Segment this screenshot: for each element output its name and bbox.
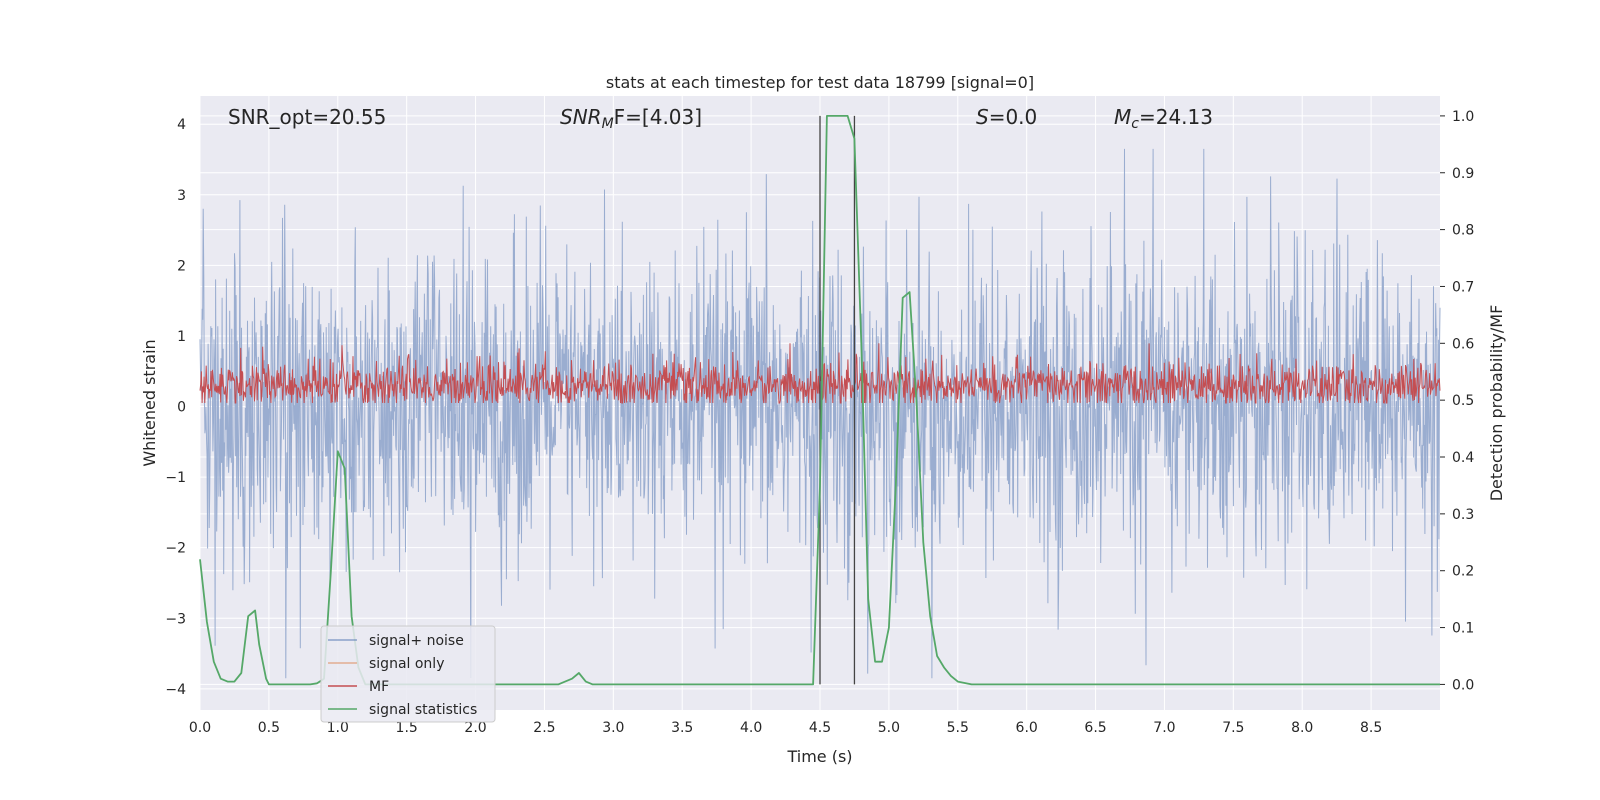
x-axis-label: Time (s) xyxy=(786,747,852,766)
y-left-tick-label: −2 xyxy=(165,541,186,557)
legend-box xyxy=(320,625,496,723)
x-tick-label: 4.0 xyxy=(740,720,762,736)
snr-mf-rest: F=[4.03] xyxy=(614,105,702,129)
x-tick-label: 2.5 xyxy=(533,720,555,736)
y-axis-right-label: Detection probability/MF xyxy=(1487,305,1506,502)
y-right-tick-label: 0.4 xyxy=(1452,450,1474,466)
x-tick-label: 3.0 xyxy=(602,720,624,736)
legend: signal+ noise signal only MF signal stat… xyxy=(320,625,496,723)
y-left-tick-label: 4 xyxy=(177,117,186,133)
y-right-tick-label: 0.5 xyxy=(1452,393,1474,409)
y-axis-left-label: Whitened strain xyxy=(140,339,159,466)
x-tick-labels: 0.0 0.5 1.0 1.5 2.0 2.5 3.0 3.5 4.0 4.5 5.0 5.5 6.0 6… xyxy=(189,720,1382,736)
annotation-s: S=0.0 xyxy=(976,105,1037,129)
y-left-tick-label: 1 xyxy=(177,329,186,345)
snr-mf-sub: M xyxy=(602,116,614,132)
legend-label-2: MF xyxy=(369,679,389,695)
chart-title: stats at each timestep for test data 187… xyxy=(606,73,1034,92)
annotation-mc: Mc=24.13 xyxy=(1114,105,1213,132)
x-tick-label: 6.0 xyxy=(1016,720,1038,736)
y-left-tick-label: −3 xyxy=(165,611,186,627)
y-left-tick-label: 0 xyxy=(177,400,186,416)
x-tick-label: 8.5 xyxy=(1360,720,1382,736)
y-right-tick-label: 0.6 xyxy=(1452,336,1474,352)
y-right-tick-label: 0.3 xyxy=(1452,507,1474,523)
y-left-tick-label: −1 xyxy=(165,470,186,486)
x-tick-label: 7.0 xyxy=(1153,720,1175,736)
y-left-tick-label: −4 xyxy=(165,682,186,698)
legend-label-0: signal+ noise xyxy=(369,633,464,649)
x-tick-label: 6.5 xyxy=(1084,720,1106,736)
x-tick-label: 0.0 xyxy=(189,720,211,736)
s-main: S xyxy=(976,105,989,129)
y-right-tick-label: 1.0 xyxy=(1452,109,1474,125)
y-right-tick-label: 0.0 xyxy=(1452,677,1474,693)
mc-sub: c xyxy=(1131,116,1139,132)
x-tick-label: 4.5 xyxy=(809,720,831,736)
y-left-tick-label: 2 xyxy=(177,258,186,274)
signal-statistics-line xyxy=(199,115,1440,686)
y-right-tick-label: 0.8 xyxy=(1452,223,1474,239)
legend-label-3: signal statistics xyxy=(369,702,477,718)
legend-label-1: signal only xyxy=(369,656,444,672)
x-tick-label: 0.5 xyxy=(258,720,280,736)
x-tick-label: 7.5 xyxy=(1222,720,1244,736)
y-right-tick-label: 0.7 xyxy=(1452,279,1474,295)
x-tick-label: 1.0 xyxy=(327,720,349,736)
s-rest: =0.0 xyxy=(989,105,1038,129)
y-right-tick-label: 0.1 xyxy=(1452,621,1474,637)
y-left-tick-label: 3 xyxy=(177,188,186,204)
x-tick-label: 2.0 xyxy=(464,720,486,736)
mc-main: M xyxy=(1114,105,1131,129)
x-tick-label: 5.5 xyxy=(947,720,969,736)
snr-mf-main: SNR xyxy=(560,105,602,129)
y-left-tick-labels: 4 3 2 1 0 −1 −2 −3 −4 xyxy=(165,117,186,698)
x-tick-label: 3.5 xyxy=(671,720,693,736)
annotation-snr-mf: SNRMF=[4.03] xyxy=(560,105,702,132)
annotation-snr-opt: SNR_opt=20.55 xyxy=(228,105,386,129)
x-tick-label: 5.0 xyxy=(878,720,900,736)
y-right-tick-labels: 1.0 0.9 0.8 0.7 0.6 0.5 0.4 0.3 0.2 0.1 0.0 xyxy=(1440,109,1474,693)
y-right-tick-label: 0.2 xyxy=(1452,564,1474,580)
x-tick-label: 1.5 xyxy=(396,720,418,736)
y-right-tick-label: 0.9 xyxy=(1452,166,1474,182)
mc-rest: =24.13 xyxy=(1139,105,1213,129)
signal-statistics-series xyxy=(199,115,1440,686)
x-tick-label: 8.0 xyxy=(1291,720,1313,736)
marker-lines xyxy=(819,115,856,685)
